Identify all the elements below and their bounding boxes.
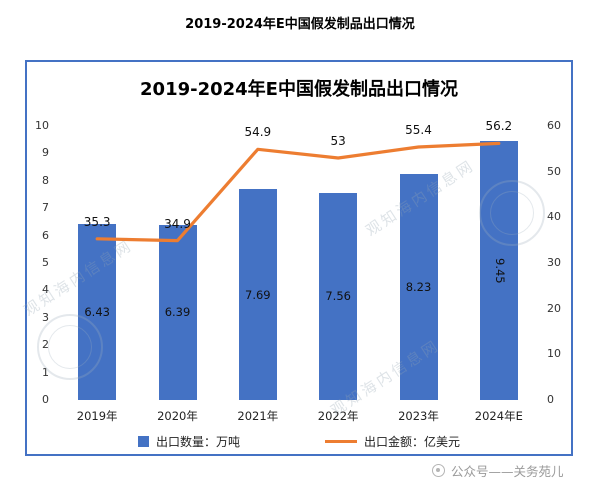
bar-value-label: 9.45 bbox=[492, 257, 507, 284]
x-axis-label: 2024年E bbox=[474, 409, 523, 423]
line-value-label: 54.9 bbox=[244, 125, 272, 140]
x-axis-label: 2020年 bbox=[157, 409, 198, 423]
line-value-label: 35.3 bbox=[83, 214, 111, 229]
wechat-official-account-icon bbox=[432, 464, 445, 477]
legend-item-bar: 出口数量：万吨 bbox=[137, 433, 240, 450]
line-value-label: 55.4 bbox=[405, 123, 432, 137]
left-axis-tick: 9 bbox=[42, 146, 49, 160]
left-axis-tick: 8 bbox=[42, 173, 49, 187]
chart-legend: 出口数量：万吨 出口金额：亿美元 bbox=[27, 433, 571, 450]
bar bbox=[319, 192, 358, 400]
x-axis-label: 2021年 bbox=[237, 409, 279, 423]
left-axis-tick: 6 bbox=[42, 228, 49, 242]
right-axis-tick: 20 bbox=[547, 301, 561, 315]
bar-value-label: 7.56 bbox=[325, 289, 351, 304]
x-axis-label: 2023年 bbox=[398, 409, 439, 423]
legend-bar-swatch bbox=[137, 436, 149, 447]
left-axis-tick: 2 bbox=[42, 338, 49, 352]
left-axis-tick: 0 bbox=[42, 393, 49, 406]
legend-line-label: 出口金额：亿美元 bbox=[364, 435, 461, 449]
footer-caption: 公众号——关务苑儿 bbox=[432, 461, 564, 480]
bar bbox=[78, 223, 117, 400]
right-axis-tick: 10 bbox=[547, 347, 561, 361]
legend-bar-label: 出口数量：万吨 bbox=[155, 435, 240, 449]
bar bbox=[158, 224, 197, 400]
bar-value-label: 7.69 bbox=[245, 287, 271, 302]
bar-value-label: 6.43 bbox=[84, 304, 110, 319]
legend-line-swatch bbox=[325, 440, 357, 443]
right-axis-tick: 0 bbox=[547, 393, 554, 406]
right-axis-tick: 40 bbox=[547, 210, 561, 224]
bar-value-label: 6.39 bbox=[164, 305, 191, 320]
line-value-label: 56.2 bbox=[485, 119, 513, 134]
left-axis-tick: 7 bbox=[42, 201, 49, 215]
right-axis-tick: 50 bbox=[547, 164, 561, 178]
line-series bbox=[95, 141, 501, 243]
x-axis-label: 2022年 bbox=[317, 409, 359, 423]
left-axis-tick: 10 bbox=[35, 119, 49, 132]
footer-text: 公众号——关务苑儿 bbox=[451, 464, 564, 479]
line-value-label: 53 bbox=[330, 133, 346, 148]
left-axis-tick: 5 bbox=[42, 256, 49, 269]
bar bbox=[238, 189, 277, 400]
left-axis-tick: 1 bbox=[42, 365, 49, 379]
right-axis-tick: 30 bbox=[547, 256, 561, 269]
line-value-label: 34.9 bbox=[164, 216, 191, 231]
page-title: 2019-2024年E中国假发制品出口情况 bbox=[185, 17, 415, 32]
bar bbox=[479, 141, 518, 400]
left-axis-tick: 4 bbox=[42, 283, 49, 297]
right-axis-tick: 60 bbox=[547, 119, 561, 132]
bar bbox=[399, 174, 438, 400]
legend-item-line: 出口金额：亿美元 bbox=[325, 433, 460, 450]
bar-value-label: 8.23 bbox=[405, 280, 432, 295]
x-axis-label: 2019年 bbox=[76, 409, 118, 423]
chart-container: 2019-2024年E中国假发制品出口情况 出口数量：万吨 出口金额：亿美元 观… bbox=[21, 60, 573, 456]
chart-title: 2019-2024年E中国假发制品出口情况 bbox=[140, 79, 458, 100]
left-axis-tick: 3 bbox=[42, 310, 49, 324]
